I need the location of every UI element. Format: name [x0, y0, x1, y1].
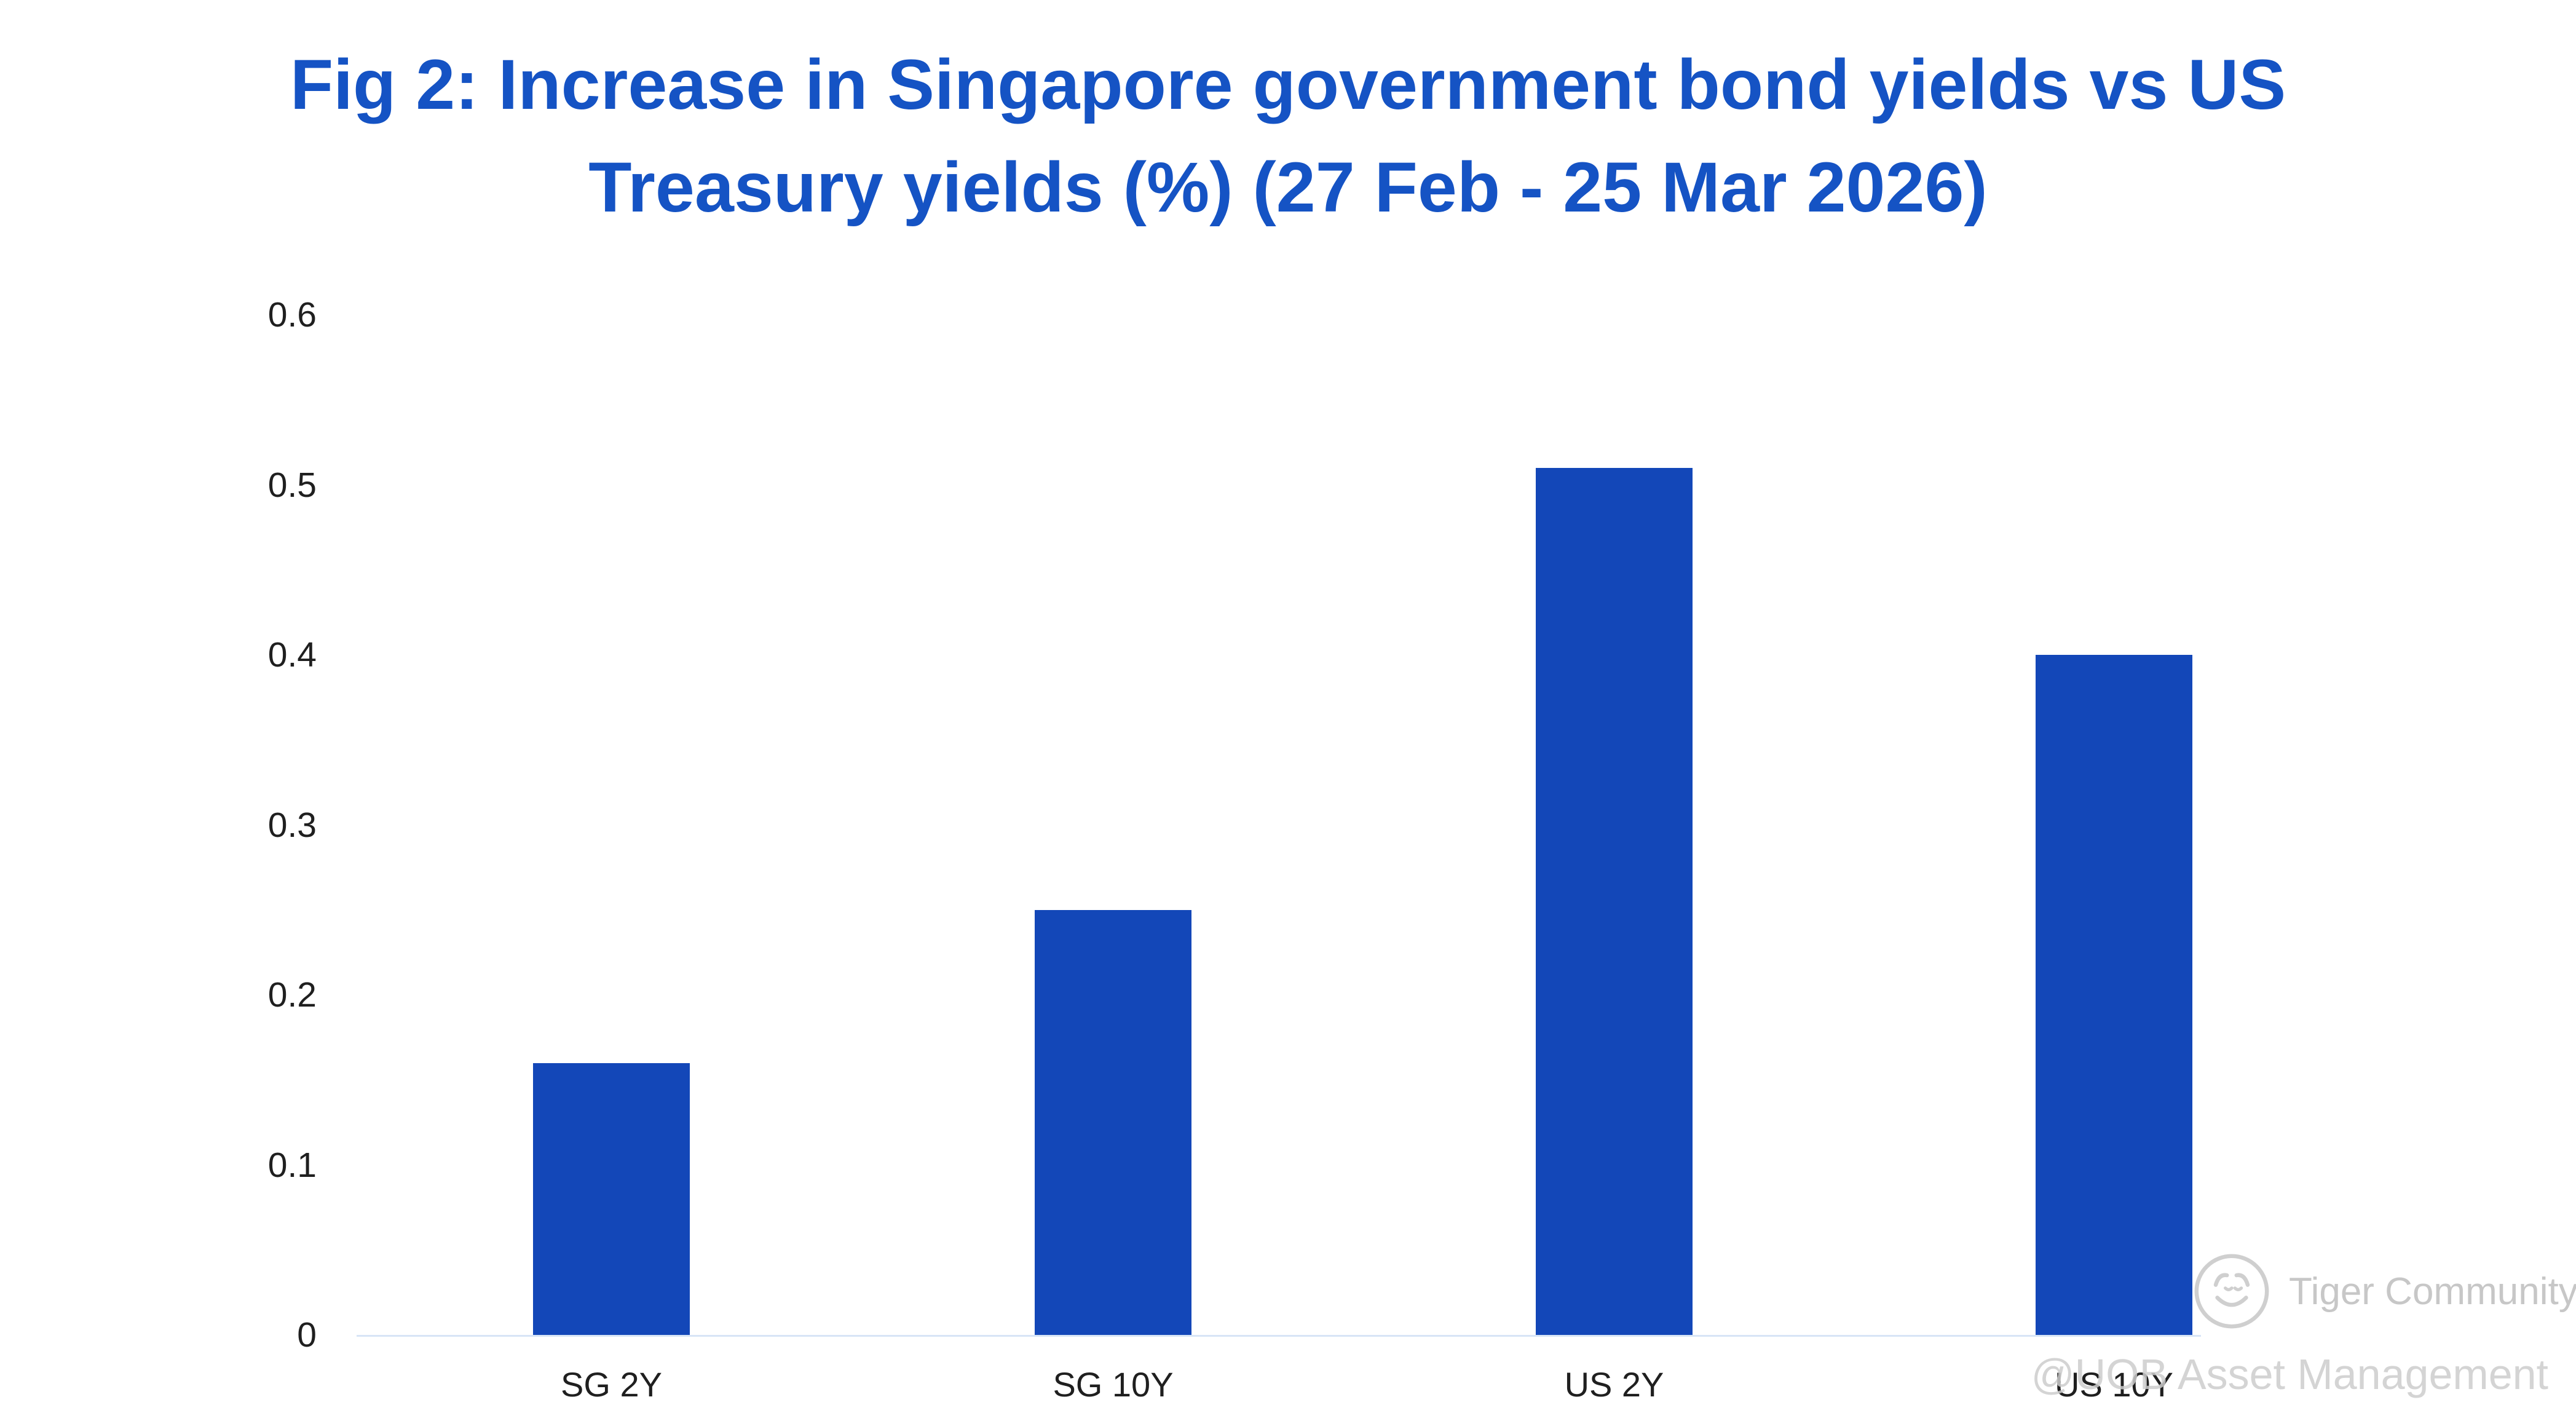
chart-title: Fig 2: Increase in Singapore government … — [290, 46, 2286, 227]
bar-sg-10y — [1035, 909, 1191, 1335]
uob-watermark-text: @UOB Asset Management — [2031, 1350, 2548, 1398]
bar-group: US 2Y — [1536, 315, 1693, 1404]
bar-group: US 10Y — [2036, 315, 2192, 1404]
ytick-label: 0.6 — [267, 295, 317, 334]
ytick-label: 0.2 — [267, 975, 317, 1015]
tiger-watermark-text: Tiger Community — [2289, 1270, 2576, 1313]
bar-us-10y — [2036, 655, 2192, 1335]
bar-sg-2y — [533, 1063, 690, 1335]
ytick-label: 0 — [297, 1315, 317, 1355]
bar-us-2y — [1536, 467, 1693, 1335]
plot-area: SG 2Y SG 10Y US 2Y US 10Y — [357, 315, 2201, 1404]
x-axis-label: SG 2Y — [561, 1365, 662, 1404]
ytick-label: 0.5 — [267, 465, 317, 505]
tiger-community-watermark: Tiger Community — [2192, 1251, 2576, 1331]
x-axis-label: US 10Y — [2055, 1365, 2173, 1404]
ytick-label: 0.4 — [267, 635, 317, 675]
x-axis-label: US 2Y — [1564, 1365, 1664, 1404]
bar-group: SG 2Y — [533, 315, 690, 1404]
tiger-community-logo — [2194, 1254, 2269, 1329]
y-axis: 0 0.1 0.2 0.3 0.4 0.5 0.6 — [132, 295, 317, 1355]
bar-group: SG 10Y — [1035, 315, 1191, 1404]
x-axis-label: SG 10Y — [1053, 1365, 1174, 1404]
ytick-label: 0.3 — [267, 805, 317, 845]
ytick-label: 0.1 — [267, 1145, 317, 1185]
